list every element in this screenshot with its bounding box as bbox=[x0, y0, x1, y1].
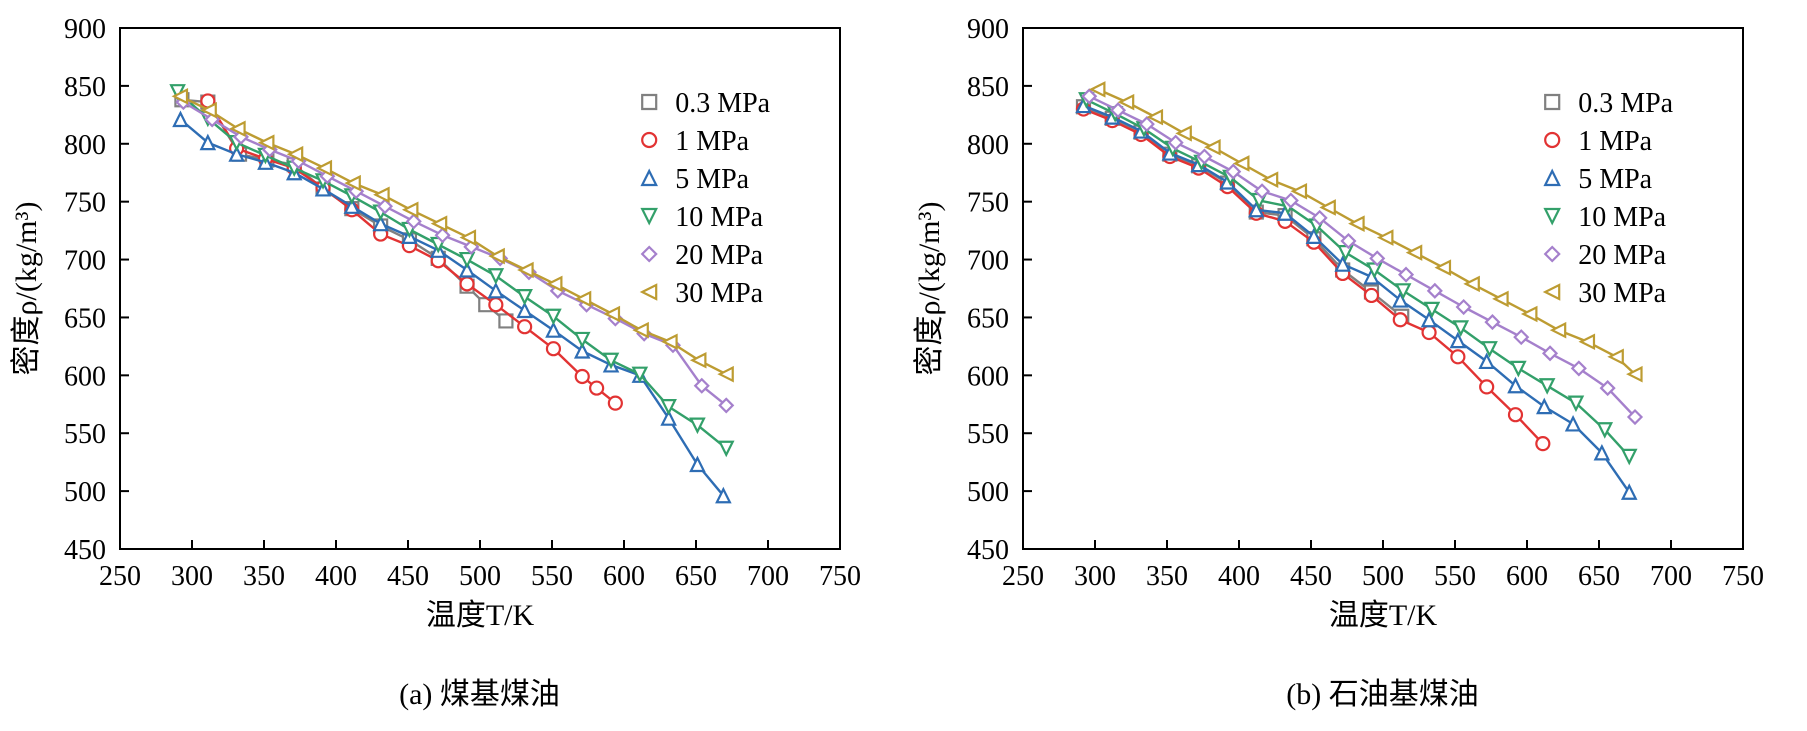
svg-text:10 MPa: 10 MPa bbox=[675, 202, 763, 233]
svg-text:550: 550 bbox=[1434, 561, 1476, 592]
svg-text:0.3 MPa: 0.3 MPa bbox=[675, 88, 770, 119]
legend-item: 1 MPa bbox=[640, 126, 749, 157]
svg-text:0.3 MPa: 0.3 MPa bbox=[1578, 88, 1673, 119]
legend-item: 5 MPa bbox=[639, 164, 749, 195]
svg-text:20 MPa: 20 MPa bbox=[1578, 240, 1666, 271]
svg-text:500: 500 bbox=[967, 477, 1009, 508]
svg-text:5 MPa: 5 MPa bbox=[1578, 164, 1652, 195]
series-20-MPa bbox=[1080, 88, 1643, 426]
legend-item: 0.3 MPa bbox=[640, 88, 770, 119]
x-axis: 250 300 350 400 450 500 550 600 650 700 750 bbox=[99, 540, 861, 592]
svg-text:400: 400 bbox=[315, 561, 357, 592]
svg-text:450: 450 bbox=[967, 535, 1009, 566]
svg-text:850: 850 bbox=[64, 72, 106, 103]
svg-text:500: 500 bbox=[64, 477, 106, 508]
svg-text:温度T/K: 温度T/K bbox=[1328, 599, 1437, 632]
legend-item: 20 MPa bbox=[1543, 240, 1666, 271]
svg-text:5 MPa: 5 MPa bbox=[675, 164, 749, 195]
svg-text:750: 750 bbox=[64, 188, 106, 219]
svg-text:350: 350 bbox=[243, 561, 285, 592]
y-axis: 450 500 550 600 650 700 750 800 850 900 bbox=[64, 14, 129, 566]
svg-text:30 MPa: 30 MPa bbox=[675, 278, 763, 309]
series-30-MPa bbox=[1088, 81, 1643, 383]
svg-text:750: 750 bbox=[1722, 561, 1764, 592]
chart-b-plot: 250 300 350 400 450 500 550 600 650 700 750 450 500 5… bbox=[913, 14, 1764, 632]
x-axis-label: 温度T/K bbox=[425, 599, 534, 632]
svg-text:450: 450 bbox=[387, 561, 429, 592]
svg-text:300: 300 bbox=[1074, 561, 1116, 592]
svg-text:550: 550 bbox=[531, 561, 573, 592]
y-axis: 450 500 550 600 650 700 750 800 850 900 bbox=[967, 14, 1032, 566]
svg-text:250: 250 bbox=[1002, 561, 1044, 592]
svg-text:900: 900 bbox=[967, 14, 1009, 45]
series-1-MPa bbox=[199, 93, 623, 411]
svg-text:900: 900 bbox=[64, 14, 106, 45]
legend-item: 30 MPa bbox=[1542, 278, 1666, 309]
svg-text:250: 250 bbox=[99, 561, 141, 592]
legend-item: 10 MPa bbox=[639, 202, 763, 233]
svg-text:300: 300 bbox=[171, 561, 213, 592]
series-5-MPa bbox=[1074, 96, 1638, 500]
svg-text:650: 650 bbox=[64, 303, 106, 334]
svg-text:600: 600 bbox=[1506, 561, 1548, 592]
svg-text:550: 550 bbox=[64, 419, 106, 450]
svg-text:密度ρ/(kg/m³): 密度ρ/(kg/m³) bbox=[10, 202, 43, 376]
legend-item: 30 MPa bbox=[639, 278, 763, 309]
svg-text:650: 650 bbox=[675, 561, 717, 592]
x-axis: 250 300 350 400 450 500 550 600 650 700 750 bbox=[1002, 540, 1764, 592]
legend-item: 1 MPa bbox=[1543, 126, 1652, 157]
svg-text:750: 750 bbox=[967, 188, 1009, 219]
legend-item: 20 MPa bbox=[640, 240, 763, 271]
svg-text:1 MPa: 1 MPa bbox=[1578, 126, 1652, 157]
legend: 0.3 MPa 1 MPa 5 MPa 10 MPa 20 MPa 30 MPa bbox=[1542, 88, 1673, 309]
legend: 0.3 MPa 1 MPa 5 MPa 10 MPa 20 MPa 30 MPa bbox=[639, 88, 770, 309]
x-axis-label: 温度T/K bbox=[1328, 599, 1437, 632]
svg-text:20 MPa: 20 MPa bbox=[675, 240, 763, 271]
svg-text:450: 450 bbox=[1290, 561, 1332, 592]
svg-text:350: 350 bbox=[1146, 561, 1188, 592]
chart-b-caption: (b) 石油基煤油 bbox=[1286, 678, 1479, 711]
svg-text:30 MPa: 30 MPa bbox=[1578, 278, 1666, 309]
chart-b: 250 300 350 400 450 500 550 600 650 700 750 450 500 5… bbox=[903, 12, 1806, 731]
svg-text:750: 750 bbox=[819, 561, 861, 592]
chart-a: 250 300 350 400 450 500 550 600 650 700 750 450 500 5… bbox=[0, 12, 903, 731]
chart-a-plot: 250 300 350 400 450 500 550 600 650 700 750 450 500 5… bbox=[10, 14, 861, 632]
series-5-MPa bbox=[171, 110, 732, 504]
svg-text:650: 650 bbox=[967, 303, 1009, 334]
y-axis-label: 密度ρ/(kg/m³) bbox=[913, 202, 946, 376]
svg-text:700: 700 bbox=[967, 246, 1009, 277]
svg-text:400: 400 bbox=[1218, 561, 1260, 592]
legend-item: 10 MPa bbox=[1542, 202, 1666, 233]
svg-text:700: 700 bbox=[747, 561, 789, 592]
svg-text:450: 450 bbox=[64, 535, 106, 566]
svg-text:600: 600 bbox=[967, 361, 1009, 392]
y-axis-label: 密度ρ/(kg/m³) bbox=[10, 202, 43, 376]
svg-text:1 MPa: 1 MPa bbox=[675, 126, 749, 157]
svg-text:850: 850 bbox=[967, 72, 1009, 103]
svg-text:600: 600 bbox=[603, 561, 645, 592]
chart-a-caption: (a) 煤基煤油 bbox=[399, 678, 560, 711]
svg-text:温度T/K: 温度T/K bbox=[425, 599, 534, 632]
svg-text:700: 700 bbox=[64, 246, 106, 277]
series-0-3-MPa bbox=[1075, 99, 1409, 324]
svg-text:600: 600 bbox=[64, 361, 106, 392]
legend-item: 0.3 MPa bbox=[1543, 88, 1673, 119]
svg-text:800: 800 bbox=[967, 130, 1009, 161]
svg-text:650: 650 bbox=[1578, 561, 1620, 592]
svg-text:550: 550 bbox=[967, 419, 1009, 450]
legend-item: 5 MPa bbox=[1542, 164, 1652, 195]
svg-text:500: 500 bbox=[1362, 561, 1404, 592]
svg-text:10 MPa: 10 MPa bbox=[1578, 202, 1666, 233]
svg-text:800: 800 bbox=[64, 130, 106, 161]
svg-text:500: 500 bbox=[459, 561, 501, 592]
series-30-MPa bbox=[171, 88, 734, 383]
svg-text:密度ρ/(kg/m³): 密度ρ/(kg/m³) bbox=[913, 202, 946, 376]
svg-text:700: 700 bbox=[1650, 561, 1692, 592]
